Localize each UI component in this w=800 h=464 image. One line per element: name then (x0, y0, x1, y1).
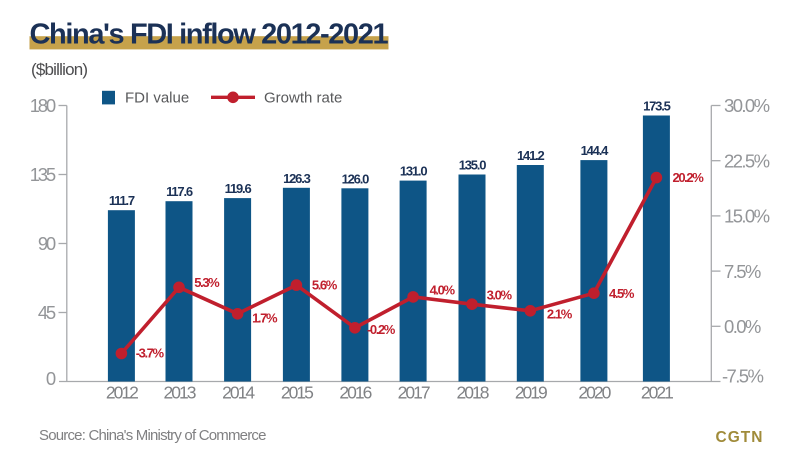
svg-text:117.6: 117.6 (166, 184, 193, 199)
svg-text:-0.2%: -0.2% (367, 322, 396, 337)
svg-text:2013: 2013 (164, 383, 196, 403)
svg-text:90: 90 (38, 233, 56, 254)
svg-text:CGTN: CGTN (716, 429, 764, 446)
svg-text:30.0%: 30.0% (724, 95, 770, 116)
svg-text:2014: 2014 (222, 383, 255, 403)
svg-text:Growth rate: Growth rate (264, 90, 342, 107)
svg-text:141.2: 141.2 (517, 148, 545, 163)
svg-text:22.5%: 22.5% (724, 150, 770, 171)
svg-text:5.3%: 5.3% (194, 275, 220, 290)
svg-text:China's FDI inflow 2012-2021: China's FDI inflow 2012-2021 (30, 19, 389, 51)
svg-text:($billion): ($billion) (31, 60, 87, 79)
svg-text:-3.7%: -3.7% (136, 346, 165, 361)
svg-text:4.5%: 4.5% (609, 286, 635, 301)
svg-text:2.1%: 2.1% (547, 307, 573, 322)
svg-text:15.0%: 15.0% (724, 206, 770, 227)
svg-text:4.0%: 4.0% (430, 283, 456, 298)
svg-text:2021: 2021 (641, 383, 673, 403)
svg-text:126.0: 126.0 (342, 171, 370, 186)
svg-text:45: 45 (38, 302, 56, 323)
svg-text:119.6: 119.6 (225, 181, 252, 196)
svg-text:131.0: 131.0 (400, 164, 428, 179)
svg-text:7.5%: 7.5% (724, 261, 761, 282)
svg-text:-7.5%: -7.5% (722, 366, 763, 387)
svg-text:0.0%: 0.0% (724, 316, 761, 337)
svg-text:173.5: 173.5 (643, 99, 671, 114)
svg-text:2018: 2018 (457, 383, 489, 403)
svg-text:180: 180 (30, 95, 56, 116)
svg-text:2016: 2016 (339, 383, 371, 403)
svg-text:Source: China's Ministry of Co: Source: China's Ministry of Commerce (39, 427, 266, 444)
svg-text:126.3: 126.3 (283, 171, 311, 186)
svg-text:3.0%: 3.0% (487, 288, 513, 303)
svg-text:2012: 2012 (106, 383, 138, 403)
svg-text:FDI value: FDI value (125, 90, 189, 107)
svg-text:2015: 2015 (281, 383, 313, 403)
svg-text:2020: 2020 (578, 383, 611, 403)
svg-text:1.7%: 1.7% (252, 311, 278, 326)
svg-text:20.2%: 20.2% (673, 170, 705, 185)
svg-text:135.0: 135.0 (459, 158, 487, 173)
svg-text:5.6%: 5.6% (312, 278, 338, 293)
svg-text:111.7: 111.7 (109, 193, 135, 208)
svg-text:144.4: 144.4 (581, 143, 610, 158)
svg-text:2019: 2019 (515, 383, 547, 403)
svg-text:2017: 2017 (398, 383, 430, 403)
svg-text:135: 135 (30, 164, 56, 185)
